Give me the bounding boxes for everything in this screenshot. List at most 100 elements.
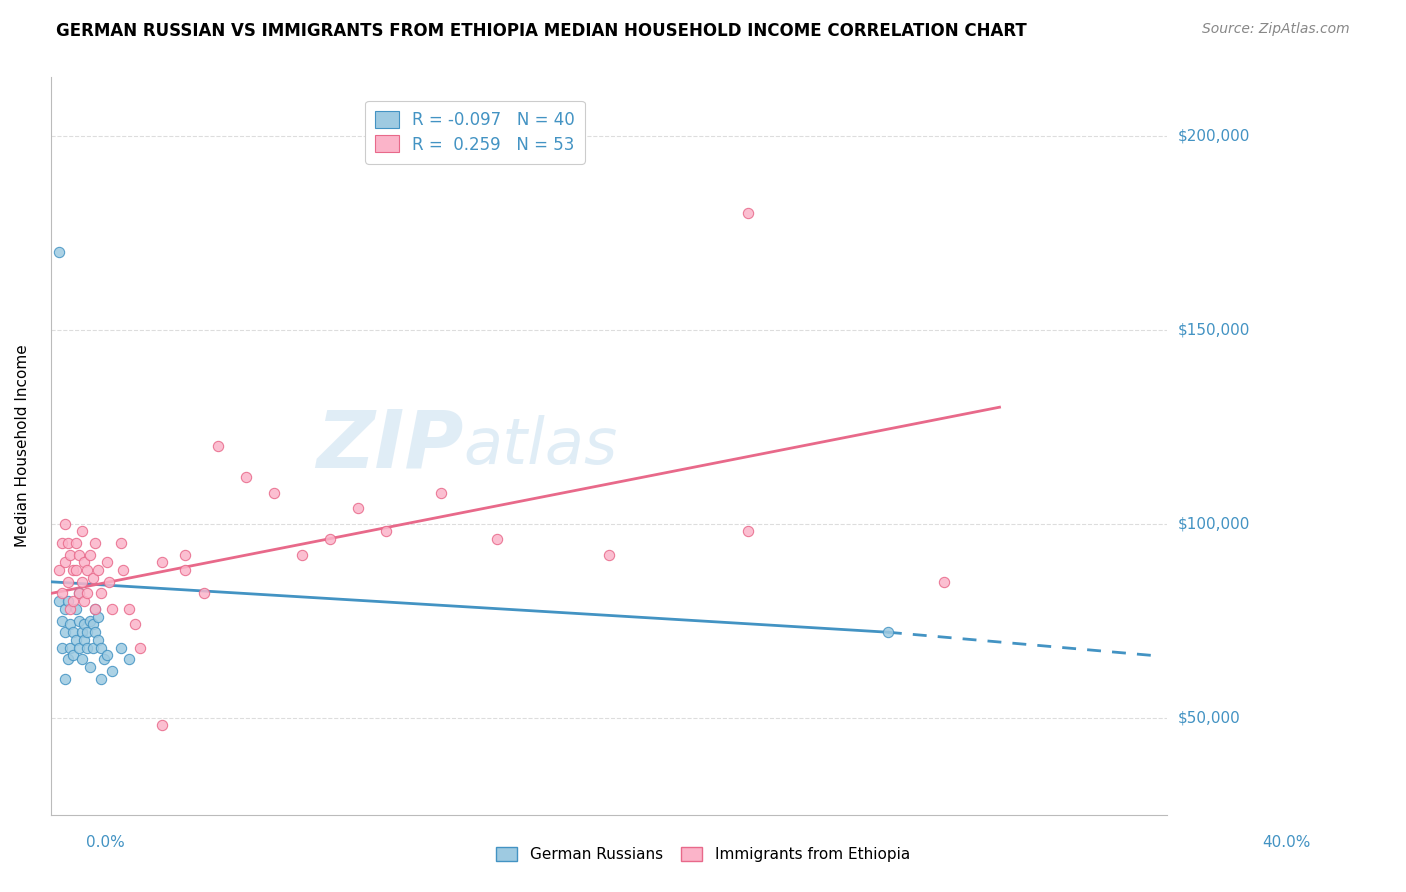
Y-axis label: Median Household Income: Median Household Income [15,344,30,548]
Point [84,602,107,616]
Point [70,524,93,539]
Point [70,574,93,589]
Point [65,632,87,647]
Point [430,485,453,500]
Point [59,602,82,616]
Point [62,625,84,640]
Point [51,536,73,550]
Point [59,617,82,632]
Point [173,548,195,562]
Point [118,602,141,616]
Point [67,586,90,600]
Text: atlas: atlas [464,415,619,477]
Point [56,536,79,550]
Point [90,640,112,655]
Point [76,625,98,640]
Point [59,548,82,562]
Point [152,555,174,569]
Point [152,718,174,732]
Point [319,532,342,546]
Point [51,640,73,655]
Point [291,548,314,562]
Point [56,574,79,589]
Point [486,532,509,546]
Text: $150,000: $150,000 [1178,322,1250,337]
Text: ZIP: ZIP [316,407,464,485]
Point [48,594,70,608]
Point [737,206,759,220]
Point [84,625,107,640]
Point [51,614,73,628]
Point [53,516,76,531]
Point [48,563,70,577]
Point [48,245,70,260]
Point [193,586,215,600]
Point [76,586,98,600]
Point [263,485,285,500]
Text: 0.0%: 0.0% [86,836,125,850]
Point [79,660,101,674]
Text: GERMAN RUSSIAN VS IMMIGRANTS FROM ETHIOPIA MEDIAN HOUSEHOLD INCOME CORRELATION C: GERMAN RUSSIAN VS IMMIGRANTS FROM ETHIOP… [56,22,1026,40]
Point [67,548,90,562]
Point [96,648,118,663]
Point [87,563,110,577]
Point [101,602,124,616]
Point [82,617,104,632]
Point [90,586,112,600]
Point [374,524,396,539]
Point [82,571,104,585]
Point [93,652,115,666]
Point [110,536,132,550]
Point [96,555,118,569]
Point [67,614,90,628]
Text: $100,000: $100,000 [1178,516,1250,531]
Point [112,563,135,577]
Point [87,632,110,647]
Legend: R = -0.097   N = 40, R =  0.259   N = 53: R = -0.097 N = 40, R = 0.259 N = 53 [366,101,585,163]
Point [62,594,84,608]
Point [67,640,90,655]
Point [53,672,76,686]
Point [84,602,107,616]
Point [76,563,98,577]
Point [932,574,955,589]
Point [65,563,87,577]
Point [173,563,195,577]
Point [79,614,101,628]
Point [129,640,152,655]
Point [53,602,76,616]
Text: Source: ZipAtlas.com: Source: ZipAtlas.com [1202,22,1350,37]
Point [56,594,79,608]
Point [70,625,93,640]
Point [56,652,79,666]
Point [53,625,76,640]
Legend: German Russians, Immigrants from Ethiopia: German Russians, Immigrants from Ethiopi… [489,841,917,868]
Point [82,640,104,655]
Point [51,586,73,600]
Text: $50,000: $50,000 [1178,710,1240,725]
Point [70,652,93,666]
Point [207,439,229,453]
Point [90,672,112,686]
Point [65,602,87,616]
Point [62,563,84,577]
Point [598,548,620,562]
Point [73,594,96,608]
Point [118,652,141,666]
Point [84,536,107,550]
Text: 40.0%: 40.0% [1263,836,1310,850]
Point [65,536,87,550]
Point [62,648,84,663]
Point [737,524,759,539]
Point [67,586,90,600]
Point [87,609,110,624]
Point [235,470,257,484]
Text: $200,000: $200,000 [1178,128,1250,143]
Point [124,617,146,632]
Point [53,555,76,569]
Point [98,574,121,589]
Point [346,501,368,516]
Point [110,640,132,655]
Point [76,640,98,655]
Point [79,548,101,562]
